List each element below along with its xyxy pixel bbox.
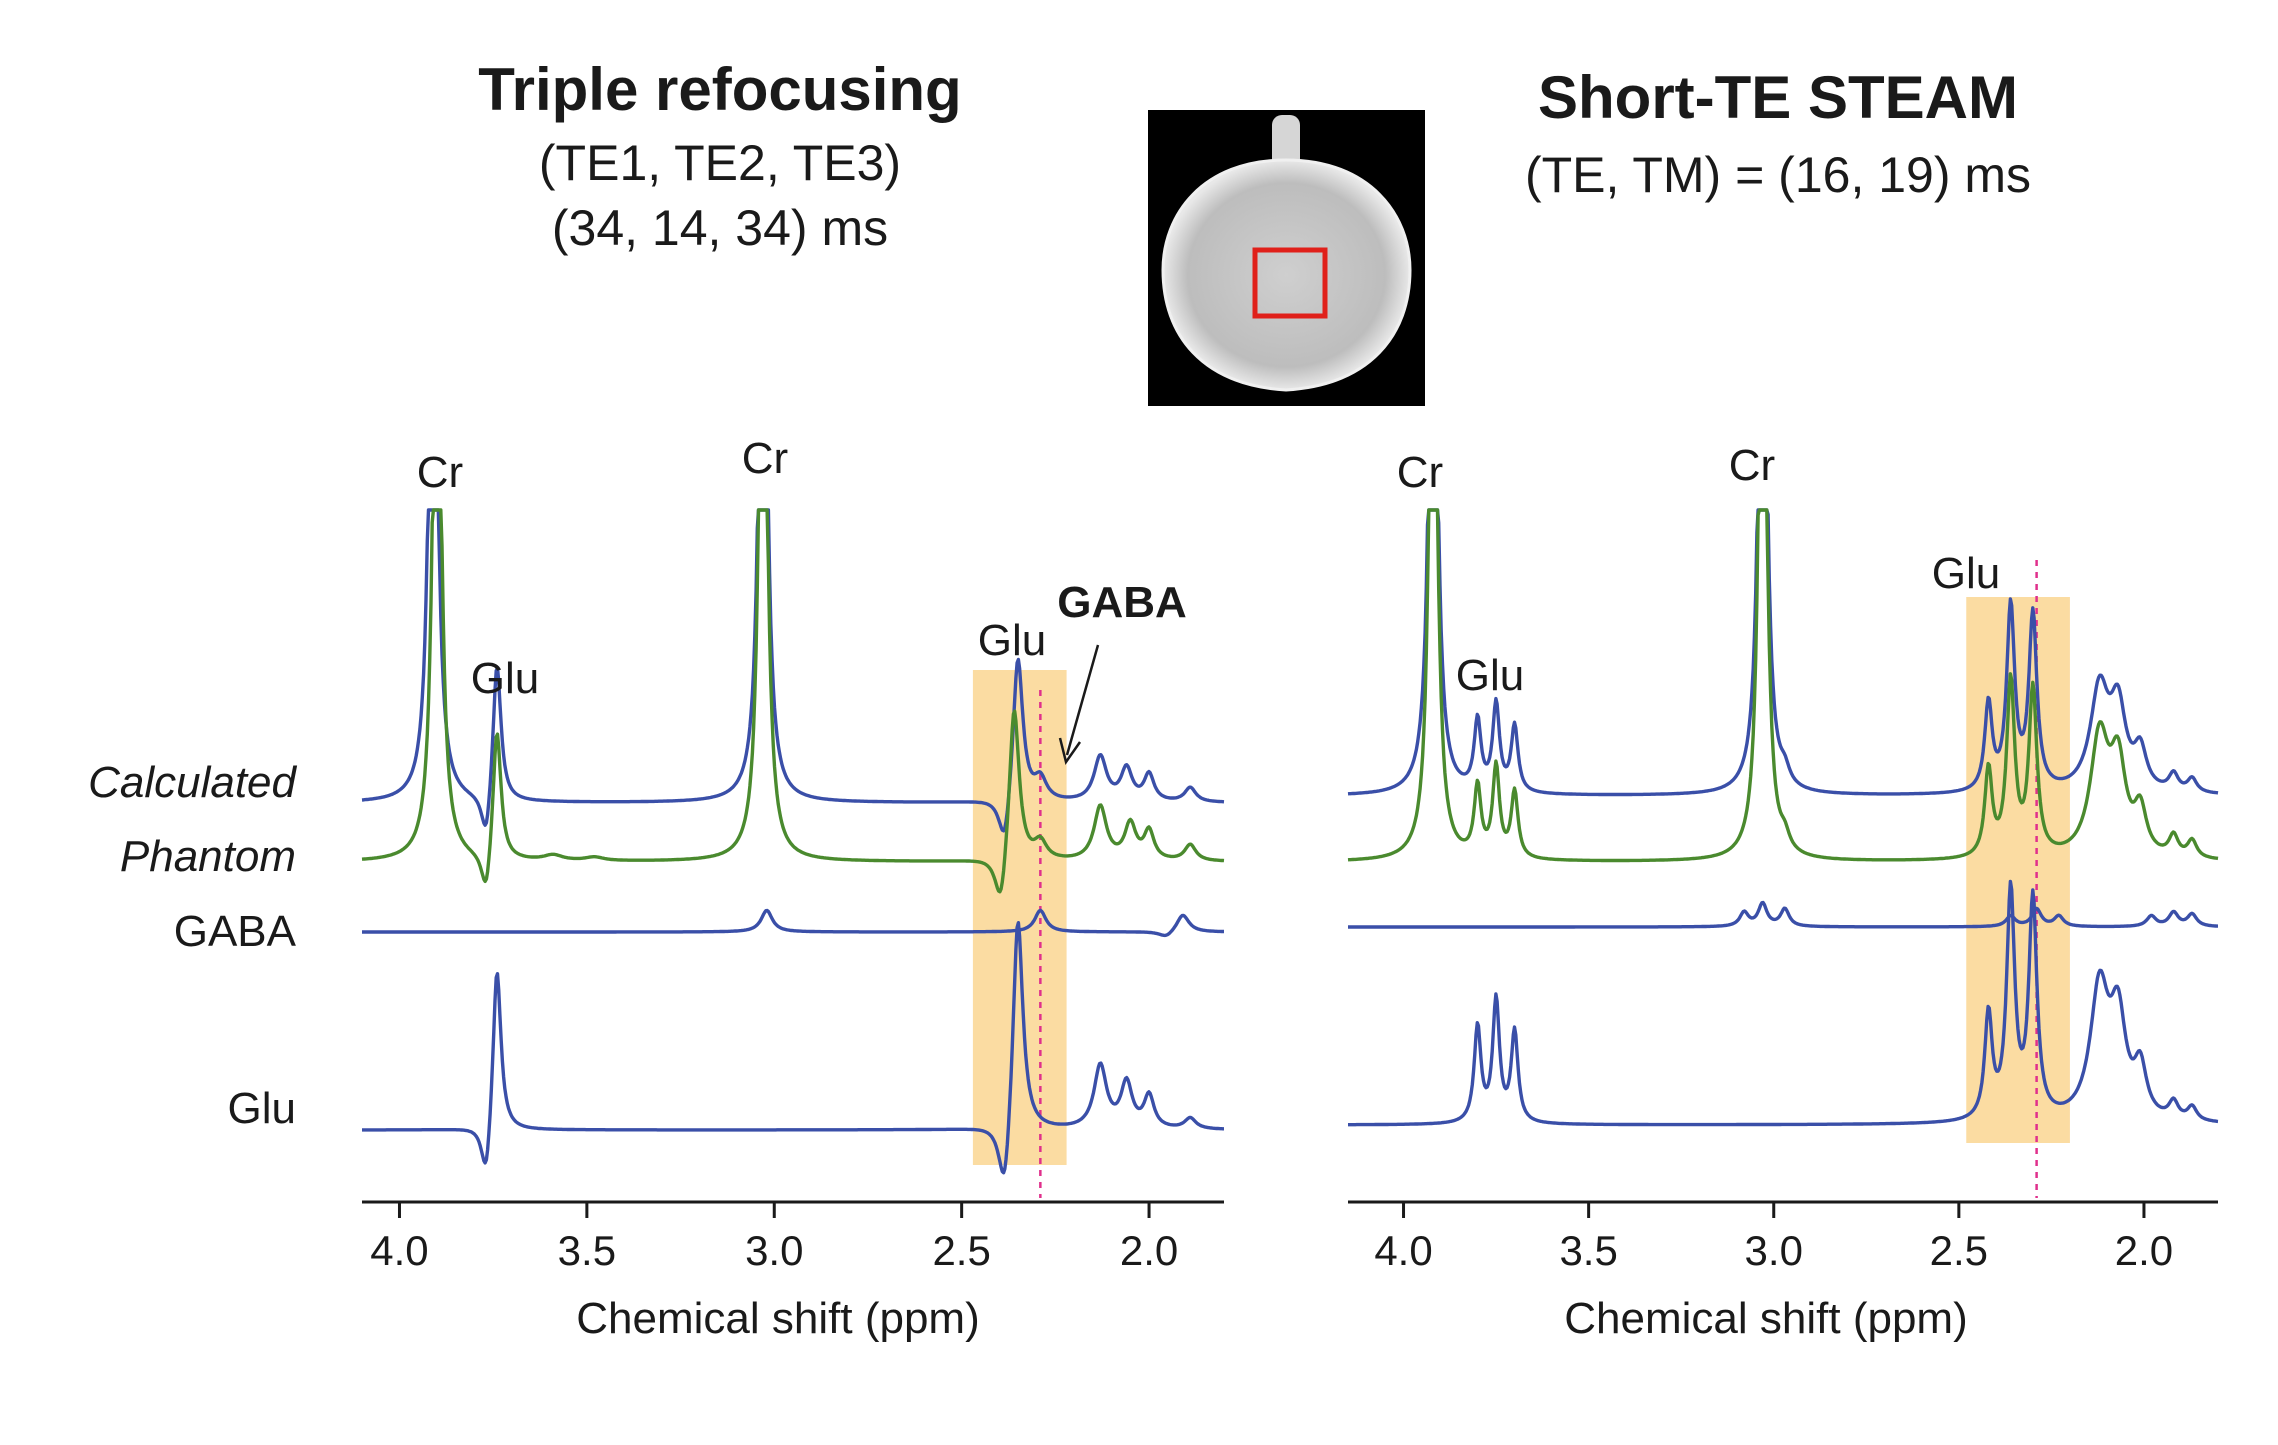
left-label-glu-1: Glu (471, 654, 539, 703)
left-trace-gaba (361, 908, 1225, 938)
left-trace-glu (361, 921, 1225, 1175)
right-trace-calculated (1347, 508, 2219, 797)
right-tick-label: 2.5 (1930, 1227, 1988, 1274)
row-label-gaba: GABA (174, 907, 297, 956)
right-x-axis-label: Chemical shift (ppm) (1564, 1294, 1967, 1343)
right-panel: 4.0 3.5 3.0 2.5 2.0 Chemical shift (ppm)… (1347, 441, 2219, 1343)
voxel-roi-square (1252, 247, 1328, 319)
left-subtitle-1: (TE1, TE2, TE3) (539, 135, 901, 191)
left-title: Triple refocusing (478, 56, 961, 123)
phantom-mri-image (1148, 110, 1425, 406)
gaba-arrow-icon (1058, 644, 1100, 765)
right-label-glu-2: Glu (1932, 549, 2000, 598)
right-label-glu-1: Glu (1456, 651, 1524, 700)
right-trace-gaba (1347, 900, 2219, 929)
left-tick-label: 3.0 (745, 1227, 803, 1274)
right-subtitle-1: (TE, TM) = (16, 19) ms (1525, 147, 2031, 203)
left-label-glu-2: Glu (978, 616, 1046, 665)
row-label-phantom: Phantom (120, 832, 296, 881)
right-tick-label: 3.5 (1559, 1227, 1617, 1274)
left-trace-phantom (361, 508, 1225, 894)
left-label-cr-2: Cr (742, 434, 788, 483)
row-label-calculated: Calculated (88, 758, 297, 807)
right-glu-highlight (1966, 597, 2070, 1143)
row-label-glu: Glu (228, 1084, 296, 1133)
left-subtitle-2: (34, 14, 34) ms (552, 200, 888, 256)
right-title: Short-TE STEAM (1538, 64, 2018, 131)
left-tick-label: 2.0 (1120, 1227, 1178, 1274)
left-tick-label: 4.0 (370, 1227, 428, 1274)
left-glu-highlight (972, 670, 1067, 1165)
left-label-gaba: GABA (1057, 578, 1187, 627)
right-trace-glu (1347, 879, 2219, 1127)
left-tick-group: 4.0 3.5 3.0 2.5 2.0 (370, 1202, 1178, 1274)
right-label-cr-2: Cr (1729, 441, 1775, 490)
left-tick-label: 3.5 (558, 1227, 616, 1274)
right-trace-phantom (1347, 508, 2219, 863)
right-tick-label: 2.0 (2115, 1227, 2173, 1274)
right-tick-label: 4.0 (1374, 1227, 1432, 1274)
left-x-axis-label: Chemical shift (ppm) (576, 1294, 979, 1343)
phantom-body (1161, 158, 1412, 392)
right-label-cr-1: Cr (1397, 448, 1443, 497)
right-tick-group: 4.0 3.5 3.0 2.5 2.0 (1374, 1202, 2173, 1274)
left-trace-calculated (361, 508, 1225, 833)
left-label-cr-1: Cr (417, 448, 463, 497)
right-tick-label: 3.0 (1745, 1227, 1803, 1274)
left-panel: 4.0 3.5 3.0 2.5 2.0 Chemical shift (ppm)… (88, 434, 1225, 1343)
left-tick-label: 2.5 (932, 1227, 990, 1274)
